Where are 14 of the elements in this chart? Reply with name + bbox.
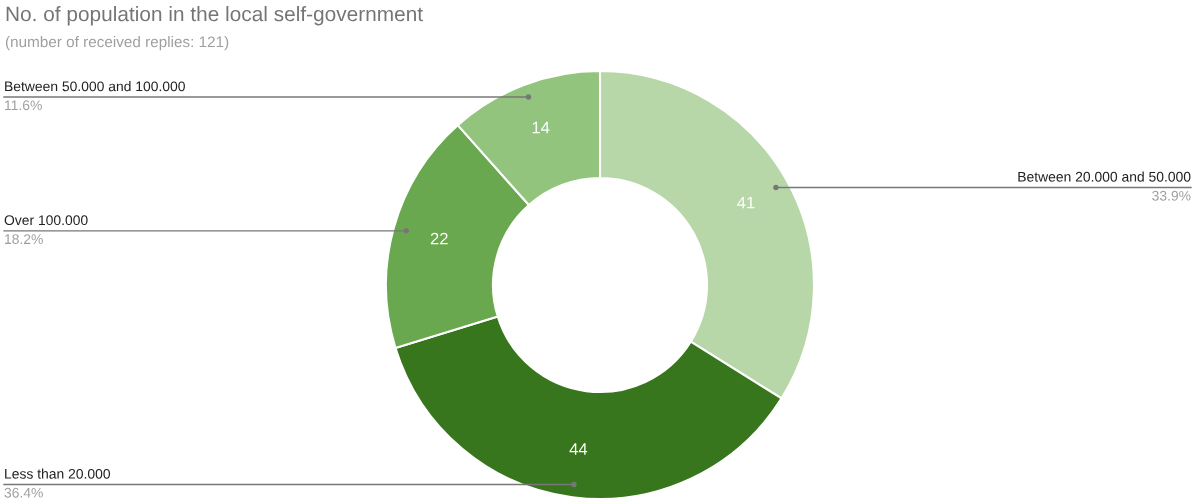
text: 33.9% [1152, 190, 1191, 201]
text: 11.6% [5, 100, 42, 111]
chart-title: No. of population in the local self-government [6, 6, 423, 26]
slice-label: Over 100.000 [4, 215, 88, 226]
data-label: 44 [569, 443, 588, 455]
slice-label: Between 50.000 and 100.000 [5, 81, 185, 92]
slice-label: Less than 20.000 [5, 468, 111, 479]
data-label: 14 [532, 121, 550, 134]
chart-subtitle: (number of received replies: 121) [5, 36, 229, 51]
text: 18.2% [5, 234, 43, 245]
text: 36.4% [4, 487, 43, 498]
data-label: 41 [737, 196, 755, 209]
slice-label: Between 20.000 and 50.000 [1018, 171, 1191, 182]
data-label: 22 [430, 232, 448, 245]
